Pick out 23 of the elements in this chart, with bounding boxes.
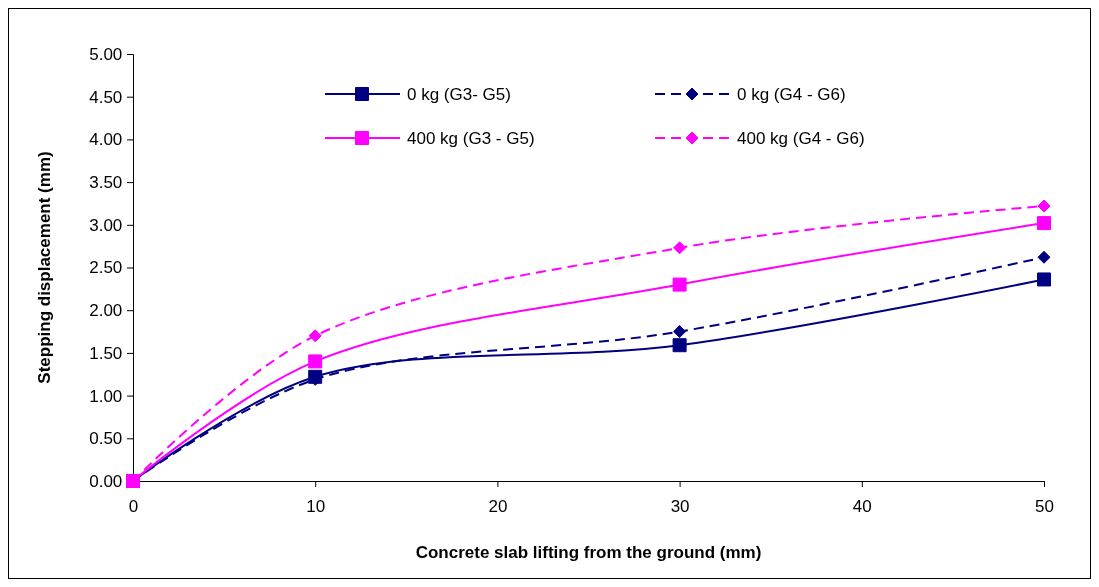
y-tick-label: 0.50 — [89, 429, 123, 449]
y-tick-label: 3.50 — [89, 173, 123, 193]
y-tick-label: 2.50 — [89, 258, 123, 278]
x-tick-label: 20 — [488, 497, 508, 517]
y-tick-label: 1.00 — [89, 386, 123, 406]
legend-label: 0 kg (G3- G5) — [407, 84, 511, 104]
x-tick-label: 0 — [128, 497, 139, 517]
legend-label: 400 kg (G3 - G5) — [407, 128, 535, 148]
y-tick-label: 5.00 — [89, 44, 123, 64]
y-tick-label: 4.00 — [89, 130, 123, 150]
x-tick-label: 50 — [1035, 497, 1054, 517]
y-axis-title: Stepping displacement (mm) — [35, 151, 54, 384]
legend-label: 0 kg (G4 - G6) — [737, 84, 846, 104]
y-tick-label: 0.00 — [89, 471, 123, 491]
y-tick-label: 4.50 — [89, 87, 123, 107]
y-tick-label: 2.00 — [89, 301, 123, 321]
x-tick-label: 40 — [852, 497, 872, 517]
x-tick-label: 30 — [670, 497, 690, 517]
legend-label: 400 kg (G4 - G6) — [737, 128, 865, 148]
x-axis-title: Concrete slab lifting from the ground (mm) — [415, 543, 762, 562]
y-tick-label: 1.50 — [89, 343, 123, 363]
y-tick-label: 3.00 — [89, 215, 123, 235]
x-tick-label: 10 — [306, 497, 326, 517]
